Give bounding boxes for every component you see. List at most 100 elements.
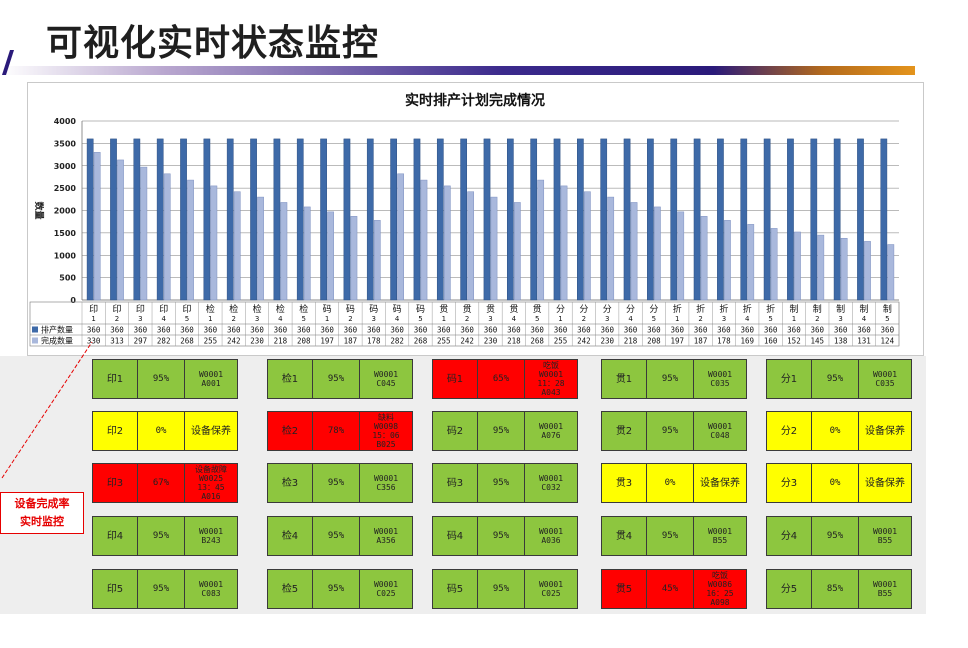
machine-name: 码2 — [433, 412, 478, 450]
table-value: 360 — [694, 326, 708, 335]
order-info: W0001 C045 — [373, 370, 399, 388]
table-value: 360 — [204, 326, 218, 335]
bar-completed — [560, 185, 568, 301]
bar-completed — [654, 206, 661, 301]
machine-status-panel[interactable]: 检2 78% 缺料 W0098 15：06 B025 — [267, 411, 413, 451]
callout-line2: 实时监控 — [20, 515, 64, 528]
x-category-number: 1 — [91, 315, 95, 323]
machine-status-panel[interactable]: 分2 0% 设备保养 — [766, 411, 912, 451]
x-category-label: 检 — [276, 303, 285, 315]
table-value: 268 — [180, 337, 194, 346]
machine-status-panel[interactable]: 码2 95% W0001 A076 — [432, 411, 578, 451]
machine-status-panel[interactable]: 码3 95% W0001 C032 — [432, 463, 578, 503]
x-category-label: 码 — [416, 304, 425, 315]
table-value: 360 — [787, 326, 801, 335]
machine-status-panel[interactable]: 印4 95% W0001 B243 — [92, 516, 238, 556]
table-value: 330 — [87, 337, 101, 346]
order-info: W0001 C035 — [707, 370, 733, 388]
bar-completed — [257, 196, 264, 301]
bar-completed — [327, 211, 334, 301]
bar-completed — [770, 228, 778, 301]
machine-name: 检2 — [268, 412, 313, 450]
order-info: W0001 A356 — [373, 527, 399, 545]
x-category-number: 4 — [862, 315, 867, 323]
machine-status-panel[interactable]: 分5 85% W0001 B55 — [766, 569, 912, 609]
machine-status-panel[interactable]: 码4 95% W0001 A036 — [432, 516, 578, 556]
y-tick-label: 2500 — [54, 184, 77, 193]
machine-status-panel[interactable]: 印5 95% W0001 C083 — [92, 569, 238, 609]
bar-planned — [787, 138, 794, 301]
machine-status-panel[interactable]: 贯4 95% W0001 B55 — [601, 516, 747, 556]
table-value: 218 — [624, 337, 638, 346]
x-category-label: 码 — [393, 304, 402, 315]
x-category-number: 4 — [278, 315, 283, 323]
machine-status-panel[interactable]: 分3 0% 设备保养 — [766, 463, 912, 503]
completion-rate: 0% — [647, 464, 694, 502]
completion-rate: 95% — [138, 360, 185, 398]
table-value: 360 — [460, 326, 474, 335]
completion-rate: 95% — [313, 517, 360, 555]
bar-planned — [250, 138, 257, 301]
bar-planned — [133, 138, 141, 301]
machine-status-panel[interactable]: 分1 95% W0001 C035 — [766, 359, 912, 399]
legend-label: 排产数量 — [41, 325, 73, 335]
x-category-number: 5 — [185, 315, 189, 323]
order-info: 设备保养 — [191, 425, 231, 437]
x-category-label: 制 — [883, 303, 892, 315]
y-axis-label: 数量 — [33, 201, 45, 219]
machine-name: 印4 — [93, 517, 138, 555]
y-tick-label: 1000 — [54, 251, 77, 260]
x-category-label: 制 — [859, 303, 868, 315]
order-info: W0001 A001 — [198, 370, 224, 388]
machine-name: 印5 — [93, 570, 138, 608]
machine-name: 贯4 — [602, 517, 647, 555]
machine-status-panel[interactable]: 检4 95% W0001 A356 — [267, 516, 413, 556]
chart-title: 实时排产计划完成情况 — [405, 92, 545, 109]
machine-status-panel[interactable]: 码5 95% W0001 C025 — [432, 569, 578, 609]
y-tick-label: 500 — [59, 274, 76, 283]
completion-rate: 95% — [313, 464, 360, 502]
table-value: 360 — [227, 326, 241, 335]
table-value: 187 — [694, 337, 708, 346]
machine-status-panel[interactable]: 检3 95% W0001 C356 — [267, 463, 413, 503]
bar-planned — [110, 138, 117, 301]
table-value: 282 — [390, 337, 404, 346]
bar-planned — [600, 138, 608, 301]
order-info: W0001 A036 — [538, 527, 564, 545]
machine-status-panel[interactable]: 贯2 95% W0001 C048 — [601, 411, 747, 451]
x-category-label: 分 — [626, 304, 635, 315]
machine-status-panel[interactable]: 印1 95% W0001 A001 — [92, 359, 238, 399]
completion-rate: 67% — [138, 464, 185, 502]
machine-status-panel[interactable]: 贯3 0% 设备保养 — [601, 463, 747, 503]
completion-rate: 95% — [313, 570, 360, 608]
table-value: 282 — [157, 337, 171, 346]
table-value: 360 — [484, 326, 498, 335]
machine-status-panel[interactable]: 贯5 45% 吃饭 W0086 16：25 A098 — [601, 569, 747, 609]
x-category-number: 2 — [231, 315, 235, 323]
x-category-label: 折 — [696, 303, 705, 315]
machine-status-panel[interactable]: 检5 95% W0001 C025 — [267, 569, 413, 609]
machine-status-panel[interactable]: 检1 95% W0001 C045 — [267, 359, 413, 399]
table-value: 360 — [670, 326, 684, 335]
bar-planned — [320, 138, 327, 301]
bar-completed — [794, 231, 801, 301]
machine-status-panel[interactable]: 印2 0% 设备保养 — [92, 411, 238, 451]
table-value: 360 — [717, 326, 731, 335]
machine-status-panel[interactable]: 码1 65% 吃饭 W0001 11：28 A043 — [432, 359, 578, 399]
completion-rate: 95% — [647, 360, 694, 398]
machine-name: 分4 — [767, 517, 812, 555]
x-category-number: 2 — [348, 315, 352, 323]
machine-status-panel[interactable]: 印3 67% 设备故障 W0025 13：45 A016 — [92, 463, 238, 503]
bar-completed — [840, 237, 848, 301]
bar-planned — [810, 138, 818, 301]
order-info: W0001 C356 — [373, 474, 399, 492]
completion-rate: 0% — [812, 412, 859, 450]
table-value: 218 — [507, 337, 521, 346]
bar-planned — [670, 138, 678, 301]
x-category-number: 2 — [698, 315, 702, 323]
machine-status-panel[interactable]: 贯1 95% W0001 C035 — [601, 359, 747, 399]
machine-status-panel[interactable]: 分4 95% W0001 B55 — [766, 516, 912, 556]
x-category-number: 5 — [885, 315, 889, 323]
x-category-number: 5 — [652, 315, 656, 323]
bar-planned — [553, 138, 561, 301]
